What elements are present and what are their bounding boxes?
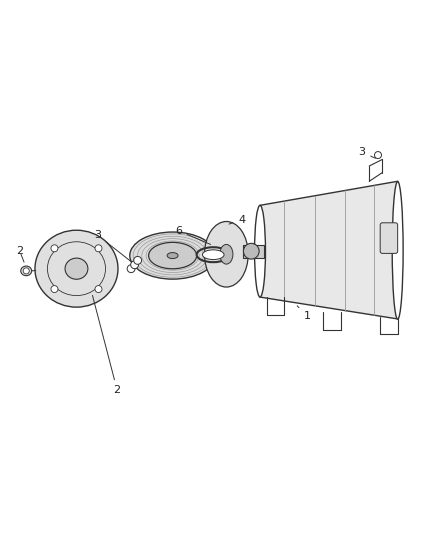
- Ellipse shape: [254, 205, 265, 297]
- Text: 1: 1: [297, 306, 311, 321]
- Circle shape: [95, 245, 102, 252]
- Ellipse shape: [220, 245, 233, 264]
- Circle shape: [375, 151, 382, 158]
- Ellipse shape: [202, 250, 224, 260]
- Ellipse shape: [130, 232, 215, 279]
- Text: 2: 2: [16, 246, 23, 256]
- Text: 4: 4: [229, 215, 245, 225]
- Circle shape: [127, 265, 135, 272]
- Text: 3: 3: [358, 147, 375, 158]
- Ellipse shape: [35, 230, 118, 307]
- Circle shape: [51, 245, 58, 252]
- Circle shape: [51, 286, 58, 293]
- FancyBboxPatch shape: [380, 223, 398, 253]
- Ellipse shape: [167, 253, 178, 259]
- Ellipse shape: [392, 182, 403, 319]
- Text: 2: 2: [93, 295, 121, 395]
- Circle shape: [134, 256, 142, 264]
- Ellipse shape: [21, 266, 31, 276]
- Text: 3: 3: [94, 230, 132, 263]
- Circle shape: [95, 286, 102, 293]
- Polygon shape: [260, 181, 398, 319]
- Ellipse shape: [149, 243, 197, 269]
- Circle shape: [131, 261, 139, 269]
- Circle shape: [243, 244, 259, 259]
- FancyBboxPatch shape: [243, 245, 264, 258]
- Ellipse shape: [65, 258, 88, 279]
- Ellipse shape: [205, 222, 248, 287]
- Circle shape: [23, 268, 29, 274]
- Text: 6: 6: [175, 225, 211, 245]
